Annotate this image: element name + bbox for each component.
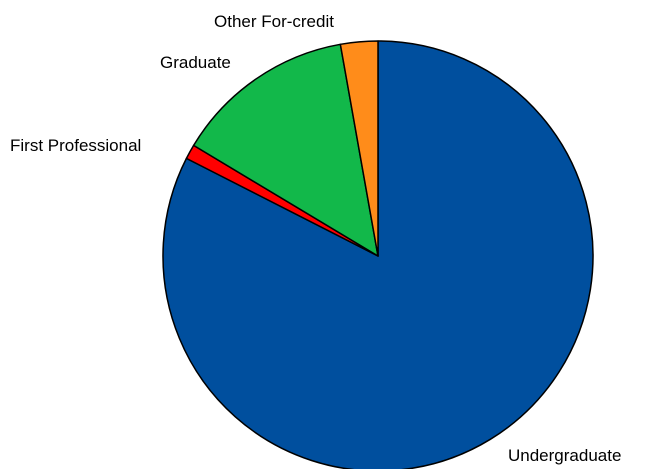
slice-label-other-for-credit: Other For-credit [214, 12, 334, 31]
pie-slices [162, 40, 594, 469]
slice-label-graduate: Graduate [160, 53, 231, 72]
pie-slice-other-for-credit [339, 40, 379, 257]
slice-label-undergraduate: Undergraduate [508, 446, 621, 465]
slice-label-first-professional: First Professional [10, 136, 141, 155]
pie-labels: Undergraduate First Professional Graduat… [10, 12, 621, 465]
pie-slice-graduate [192, 43, 379, 257]
